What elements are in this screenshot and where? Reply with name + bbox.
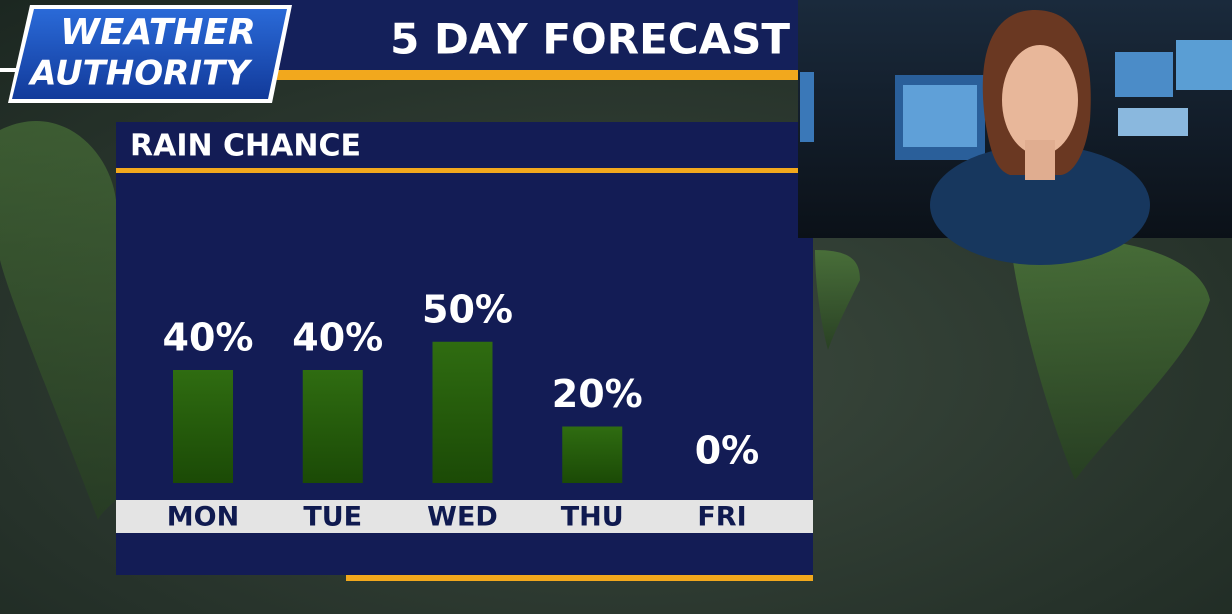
header-tick xyxy=(0,68,20,72)
value-label: 40% xyxy=(292,316,383,360)
value-label: 50% xyxy=(422,287,513,331)
category-strip xyxy=(116,500,813,533)
x-tick-label: THU xyxy=(561,502,624,533)
logo-line1: WEATHER xyxy=(60,12,256,53)
header-stripe xyxy=(270,70,798,80)
logo-body xyxy=(12,9,287,99)
header-band xyxy=(270,0,798,70)
bar xyxy=(302,370,363,483)
x-tick-label: TUE xyxy=(303,502,362,533)
bar xyxy=(432,341,493,483)
leaf xyxy=(815,250,860,350)
x-tick-label: FRI xyxy=(697,502,746,533)
bar xyxy=(173,370,233,483)
leaf xyxy=(1010,237,1210,480)
subtitle-stripe xyxy=(116,168,798,173)
value-label: 20% xyxy=(552,372,643,416)
bar xyxy=(562,426,623,483)
chart-title: 5 DAY FORECAST xyxy=(390,15,790,64)
value-label: 40% xyxy=(163,316,254,360)
x-tick-label: MON xyxy=(167,502,239,533)
value-label: 0% xyxy=(695,429,760,473)
presenter-video xyxy=(798,0,1232,265)
leaf xyxy=(0,120,116,520)
footer-stripe xyxy=(346,575,813,581)
logo-line2: AUTHORITY xyxy=(27,54,253,94)
chart-subtitle: RAIN CHANCE xyxy=(130,129,361,164)
x-tick-label: WED xyxy=(427,502,498,533)
